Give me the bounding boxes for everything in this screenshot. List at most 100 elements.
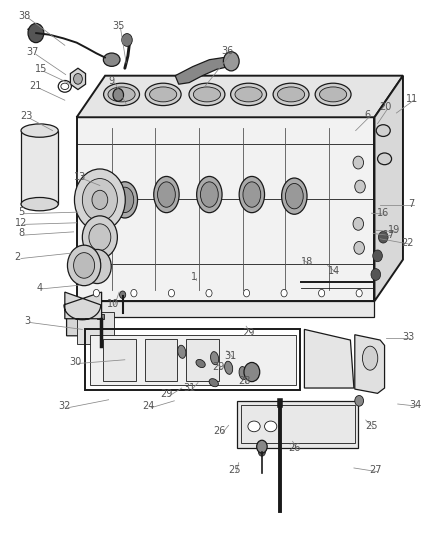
Ellipse shape <box>206 289 212 297</box>
Text: 5: 5 <box>18 207 24 217</box>
Text: 38: 38 <box>18 11 30 21</box>
Ellipse shape <box>158 182 175 207</box>
Text: 21: 21 <box>30 82 42 91</box>
Ellipse shape <box>243 182 261 207</box>
Polygon shape <box>103 339 136 381</box>
Ellipse shape <box>376 125 390 136</box>
Ellipse shape <box>244 362 260 382</box>
Polygon shape <box>90 335 296 385</box>
Text: 10: 10 <box>107 299 119 309</box>
Text: 29: 29 <box>243 328 255 338</box>
Ellipse shape <box>355 395 364 406</box>
Ellipse shape <box>378 231 388 243</box>
Ellipse shape <box>154 176 179 213</box>
Ellipse shape <box>103 83 139 106</box>
Text: 15: 15 <box>35 64 48 74</box>
Ellipse shape <box>315 83 351 106</box>
Ellipse shape <box>82 216 117 259</box>
Text: 26: 26 <box>288 443 300 453</box>
Text: 25: 25 <box>228 465 240 475</box>
Ellipse shape <box>320 87 346 102</box>
Polygon shape <box>97 314 104 319</box>
Ellipse shape <box>353 156 364 169</box>
Ellipse shape <box>239 176 265 213</box>
Text: 31: 31 <box>224 351 237 361</box>
Ellipse shape <box>189 83 225 106</box>
Ellipse shape <box>28 23 44 43</box>
Text: 28: 28 <box>238 376 251 386</box>
Text: 17: 17 <box>383 230 395 239</box>
Text: 34: 34 <box>409 400 421 410</box>
Ellipse shape <box>286 183 303 209</box>
Ellipse shape <box>378 153 392 165</box>
Ellipse shape <box>353 217 364 230</box>
Text: 6: 6 <box>365 110 371 119</box>
Text: 25: 25 <box>365 422 378 431</box>
Ellipse shape <box>373 250 382 262</box>
Ellipse shape <box>244 289 250 297</box>
Text: 14: 14 <box>328 266 340 276</box>
Ellipse shape <box>103 53 120 67</box>
Polygon shape <box>21 131 58 204</box>
Text: 32: 32 <box>59 401 71 411</box>
Polygon shape <box>304 329 354 388</box>
Ellipse shape <box>131 289 137 297</box>
Ellipse shape <box>82 254 100 269</box>
Text: 11: 11 <box>406 94 418 103</box>
Text: 37: 37 <box>27 47 39 57</box>
Text: 2: 2 <box>14 252 21 262</box>
Text: 13: 13 <box>74 172 86 182</box>
Text: 12: 12 <box>15 218 27 228</box>
Ellipse shape <box>74 74 82 84</box>
Ellipse shape <box>178 345 186 358</box>
Ellipse shape <box>257 440 267 453</box>
Ellipse shape <box>196 359 205 368</box>
Ellipse shape <box>273 83 309 106</box>
Ellipse shape <box>211 352 219 365</box>
Ellipse shape <box>122 34 132 46</box>
Polygon shape <box>67 308 100 336</box>
Polygon shape <box>175 58 231 84</box>
Polygon shape <box>186 339 219 381</box>
Polygon shape <box>77 312 114 344</box>
Text: 18: 18 <box>301 257 314 267</box>
Text: 8: 8 <box>18 229 24 238</box>
Ellipse shape <box>145 83 181 106</box>
Ellipse shape <box>281 289 287 297</box>
Text: 19: 19 <box>388 225 400 235</box>
Ellipse shape <box>108 87 135 102</box>
Text: 7: 7 <box>409 199 415 208</box>
Polygon shape <box>64 292 102 320</box>
Polygon shape <box>355 335 385 393</box>
Ellipse shape <box>197 176 222 213</box>
Ellipse shape <box>120 291 126 298</box>
Ellipse shape <box>230 83 266 106</box>
Text: 31: 31 <box>183 383 195 393</box>
Ellipse shape <box>82 179 117 221</box>
Text: 30: 30 <box>69 358 81 367</box>
Text: 20: 20 <box>379 102 392 111</box>
Ellipse shape <box>362 346 378 370</box>
Polygon shape <box>77 117 374 301</box>
Text: 26: 26 <box>214 426 226 435</box>
Text: 27: 27 <box>370 465 382 475</box>
Text: 24: 24 <box>142 401 154 411</box>
Ellipse shape <box>21 197 58 211</box>
Ellipse shape <box>149 87 177 102</box>
Ellipse shape <box>67 245 101 286</box>
Text: 22: 22 <box>401 238 413 247</box>
Ellipse shape <box>356 289 362 297</box>
Ellipse shape <box>282 178 307 214</box>
Ellipse shape <box>223 52 239 71</box>
Ellipse shape <box>371 269 381 280</box>
Ellipse shape <box>93 289 99 297</box>
Polygon shape <box>374 76 403 301</box>
Ellipse shape <box>92 190 108 209</box>
Polygon shape <box>77 301 374 317</box>
Ellipse shape <box>89 224 111 251</box>
Text: 4: 4 <box>36 283 42 293</box>
Text: 16: 16 <box>377 208 389 218</box>
Text: 23: 23 <box>20 111 32 121</box>
Ellipse shape <box>277 87 304 102</box>
Polygon shape <box>71 68 85 90</box>
